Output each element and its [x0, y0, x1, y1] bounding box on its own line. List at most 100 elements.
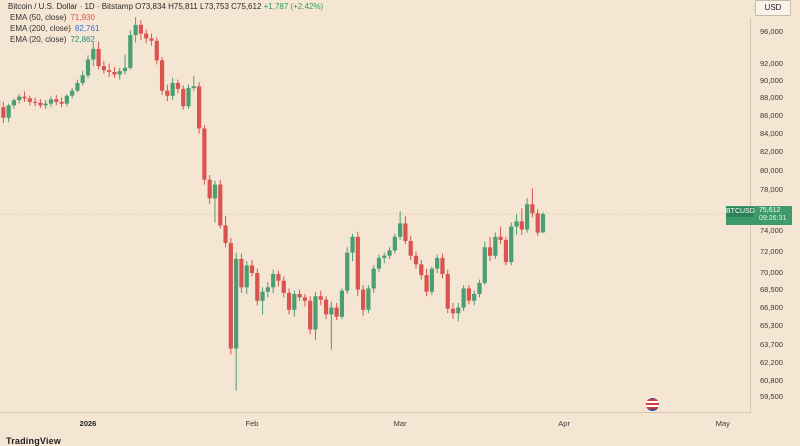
candle[interactable]	[107, 64, 111, 77]
candle[interactable]	[292, 291, 296, 317]
candle[interactable]	[54, 95, 58, 105]
candle[interactable]	[49, 97, 53, 107]
candle[interactable]	[17, 94, 21, 104]
candle[interactable]	[28, 96, 32, 106]
candle[interactable]	[440, 254, 444, 279]
candle[interactable]	[340, 288, 344, 319]
candle[interactable]	[91, 42, 95, 66]
candle[interactable]	[260, 287, 264, 314]
candle[interactable]	[324, 296, 328, 319]
candle[interactable]	[467, 285, 471, 304]
candle[interactable]	[414, 252, 418, 269]
candle[interactable]	[488, 237, 492, 261]
candle[interactable]	[276, 271, 280, 286]
candle[interactable]	[165, 85, 169, 101]
candle[interactable]	[419, 260, 423, 280]
candle[interactable]	[361, 285, 365, 316]
symbol-title[interactable]: Bitcoin / U.S. Dollar · 1D · Bitstamp	[8, 2, 133, 11]
candle[interactable]	[202, 125, 206, 185]
candle[interactable]	[493, 233, 497, 259]
indicator-ema-50[interactable]: EMA (50, close)71,930	[10, 12, 95, 23]
candle[interactable]	[451, 303, 455, 319]
candle[interactable]	[398, 211, 402, 240]
candle[interactable]	[319, 291, 323, 306]
candle[interactable]	[504, 237, 508, 266]
candle[interactable]	[239, 254, 243, 293]
candle[interactable]	[59, 98, 63, 108]
candle[interactable]	[197, 82, 201, 134]
candle[interactable]	[382, 253, 386, 264]
candle[interactable]	[250, 260, 254, 276]
candle[interactable]	[372, 265, 376, 292]
candle[interactable]	[393, 234, 397, 254]
candle[interactable]	[403, 216, 407, 244]
candle[interactable]	[350, 234, 354, 261]
candle[interactable]	[1, 102, 5, 123]
candle[interactable]	[44, 100, 48, 109]
candle[interactable]	[38, 99, 42, 108]
candle[interactable]	[86, 55, 90, 77]
candle[interactable]	[356, 232, 360, 297]
candle[interactable]	[223, 216, 227, 247]
candle[interactable]	[377, 255, 381, 272]
candle[interactable]	[176, 80, 180, 94]
candle[interactable]	[329, 302, 333, 350]
candle[interactable]	[81, 71, 85, 85]
candle[interactable]	[75, 80, 79, 93]
candle[interactable]	[22, 91, 26, 101]
candle[interactable]	[366, 285, 370, 313]
candle[interactable]	[70, 88, 74, 98]
candle[interactable]	[435, 255, 439, 273]
candle[interactable]	[12, 98, 16, 108]
candle[interactable]	[160, 57, 164, 95]
candle[interactable]	[134, 17, 138, 42]
candle[interactable]	[218, 180, 222, 229]
candle[interactable]	[282, 276, 286, 297]
candle[interactable]	[149, 34, 153, 46]
candle[interactable]	[255, 269, 259, 306]
candle[interactable]	[65, 94, 69, 106]
candle[interactable]	[477, 280, 481, 298]
candle[interactable]	[387, 247, 391, 259]
candle[interactable]	[139, 20, 143, 40]
candle[interactable]	[7, 104, 11, 123]
candle[interactable]	[102, 61, 106, 73]
candle[interactable]	[123, 55, 127, 75]
candle[interactable]	[409, 236, 413, 260]
candle[interactable]	[234, 253, 238, 391]
candle[interactable]	[128, 30, 132, 69]
candle[interactable]	[181, 85, 185, 109]
candle[interactable]	[509, 222, 513, 265]
candle[interactable]	[266, 282, 270, 298]
candle[interactable]	[530, 188, 534, 217]
candle[interactable]	[229, 238, 233, 355]
candle[interactable]	[313, 292, 317, 340]
candle[interactable]	[208, 175, 212, 204]
candle[interactable]	[298, 290, 302, 301]
candle[interactable]	[483, 242, 487, 285]
candle[interactable]	[335, 303, 339, 320]
us-flag-event-icon[interactable]	[646, 398, 659, 411]
candle[interactable]	[541, 212, 545, 233]
currency-button[interactable]: USD	[755, 0, 791, 16]
candle[interactable]	[345, 247, 349, 294]
candle[interactable]	[33, 98, 37, 107]
candle[interactable]	[536, 209, 540, 236]
candle[interactable]	[271, 270, 275, 293]
candle[interactable]	[192, 76, 196, 90]
candle[interactable]	[462, 285, 466, 311]
candle[interactable]	[144, 30, 148, 44]
candle[interactable]	[456, 303, 460, 321]
indicator-ema-200[interactable]: EMA (200, close)82,761	[10, 23, 99, 34]
candle[interactable]	[213, 181, 217, 223]
candle[interactable]	[430, 266, 434, 295]
candle[interactable]	[96, 42, 100, 70]
candle[interactable]	[186, 85, 190, 109]
candle[interactable]	[112, 67, 116, 78]
candle[interactable]	[155, 38, 159, 65]
candle[interactable]	[525, 198, 529, 232]
candle[interactable]	[118, 68, 122, 80]
candle[interactable]	[171, 78, 175, 100]
candle[interactable]	[520, 208, 524, 234]
